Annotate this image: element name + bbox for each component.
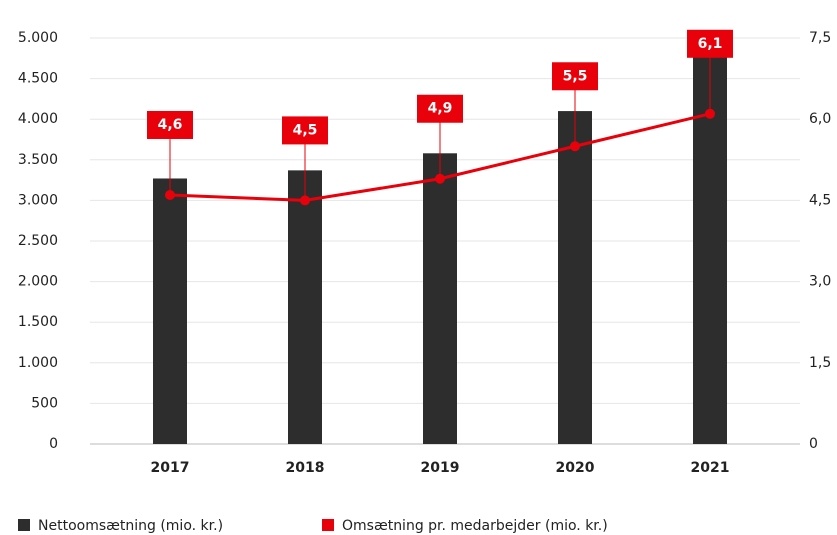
- bar: [558, 111, 592, 444]
- y-tick-label: 0: [49, 436, 58, 452]
- line-point: [300, 195, 310, 206]
- value-label: 4,9: [428, 101, 453, 117]
- y-tick-label: 500: [31, 395, 58, 411]
- y-tick-label: 2.500: [18, 233, 58, 249]
- line-point: [570, 141, 580, 152]
- value-label: 6,1: [698, 36, 723, 52]
- bar: [153, 178, 187, 444]
- bar: [423, 153, 457, 444]
- y-tick-label: 5.000: [18, 30, 58, 46]
- value-label-box: [687, 29, 733, 58]
- value-label-box: [282, 116, 328, 145]
- y2-tick-label: 4,5: [809, 192, 831, 208]
- x-tick-label: 2017: [151, 460, 190, 476]
- legend-swatch: [18, 519, 30, 531]
- y-tick-label: 1.000: [18, 355, 58, 371]
- line-point: [435, 173, 445, 184]
- value-label-box: [417, 94, 463, 123]
- legend-swatch: [322, 519, 334, 531]
- y2-tick-label: 7,5: [809, 30, 831, 46]
- y-tick-label: 2.000: [18, 274, 58, 290]
- value-label-box: [147, 110, 193, 139]
- y-tick-label: 1.500: [18, 314, 58, 330]
- value-label-box: [552, 62, 598, 91]
- y2-tick-label: 6,0: [809, 111, 831, 127]
- y-tick-label: 4.000: [18, 111, 58, 127]
- y2-tick-label: 3,0: [809, 274, 831, 290]
- x-tick-label: 2021: [691, 460, 730, 476]
- y-tick-label: 3.000: [18, 192, 58, 208]
- y2-tick-label: 1,5: [809, 355, 831, 371]
- line-point: [165, 189, 175, 200]
- x-tick-label: 2019: [421, 460, 460, 476]
- y-tick-label: 4.500: [18, 71, 58, 87]
- bar: [693, 54, 727, 445]
- x-tick-label: 2020: [556, 460, 595, 476]
- x-tick-label: 2018: [286, 460, 325, 476]
- line-point: [705, 108, 715, 119]
- value-label: 5,5: [563, 68, 588, 84]
- bar: [288, 170, 322, 444]
- y-tick-label: 3.500: [18, 152, 58, 168]
- legend-label: Nettoomsætning (mio. kr.): [38, 518, 223, 534]
- value-label: 4,5: [293, 122, 318, 138]
- legend-label: Omsætning pr. medarbejder (mio. kr.): [342, 518, 608, 534]
- y2-tick-label: 0: [809, 436, 818, 452]
- value-label: 4,6: [158, 117, 183, 133]
